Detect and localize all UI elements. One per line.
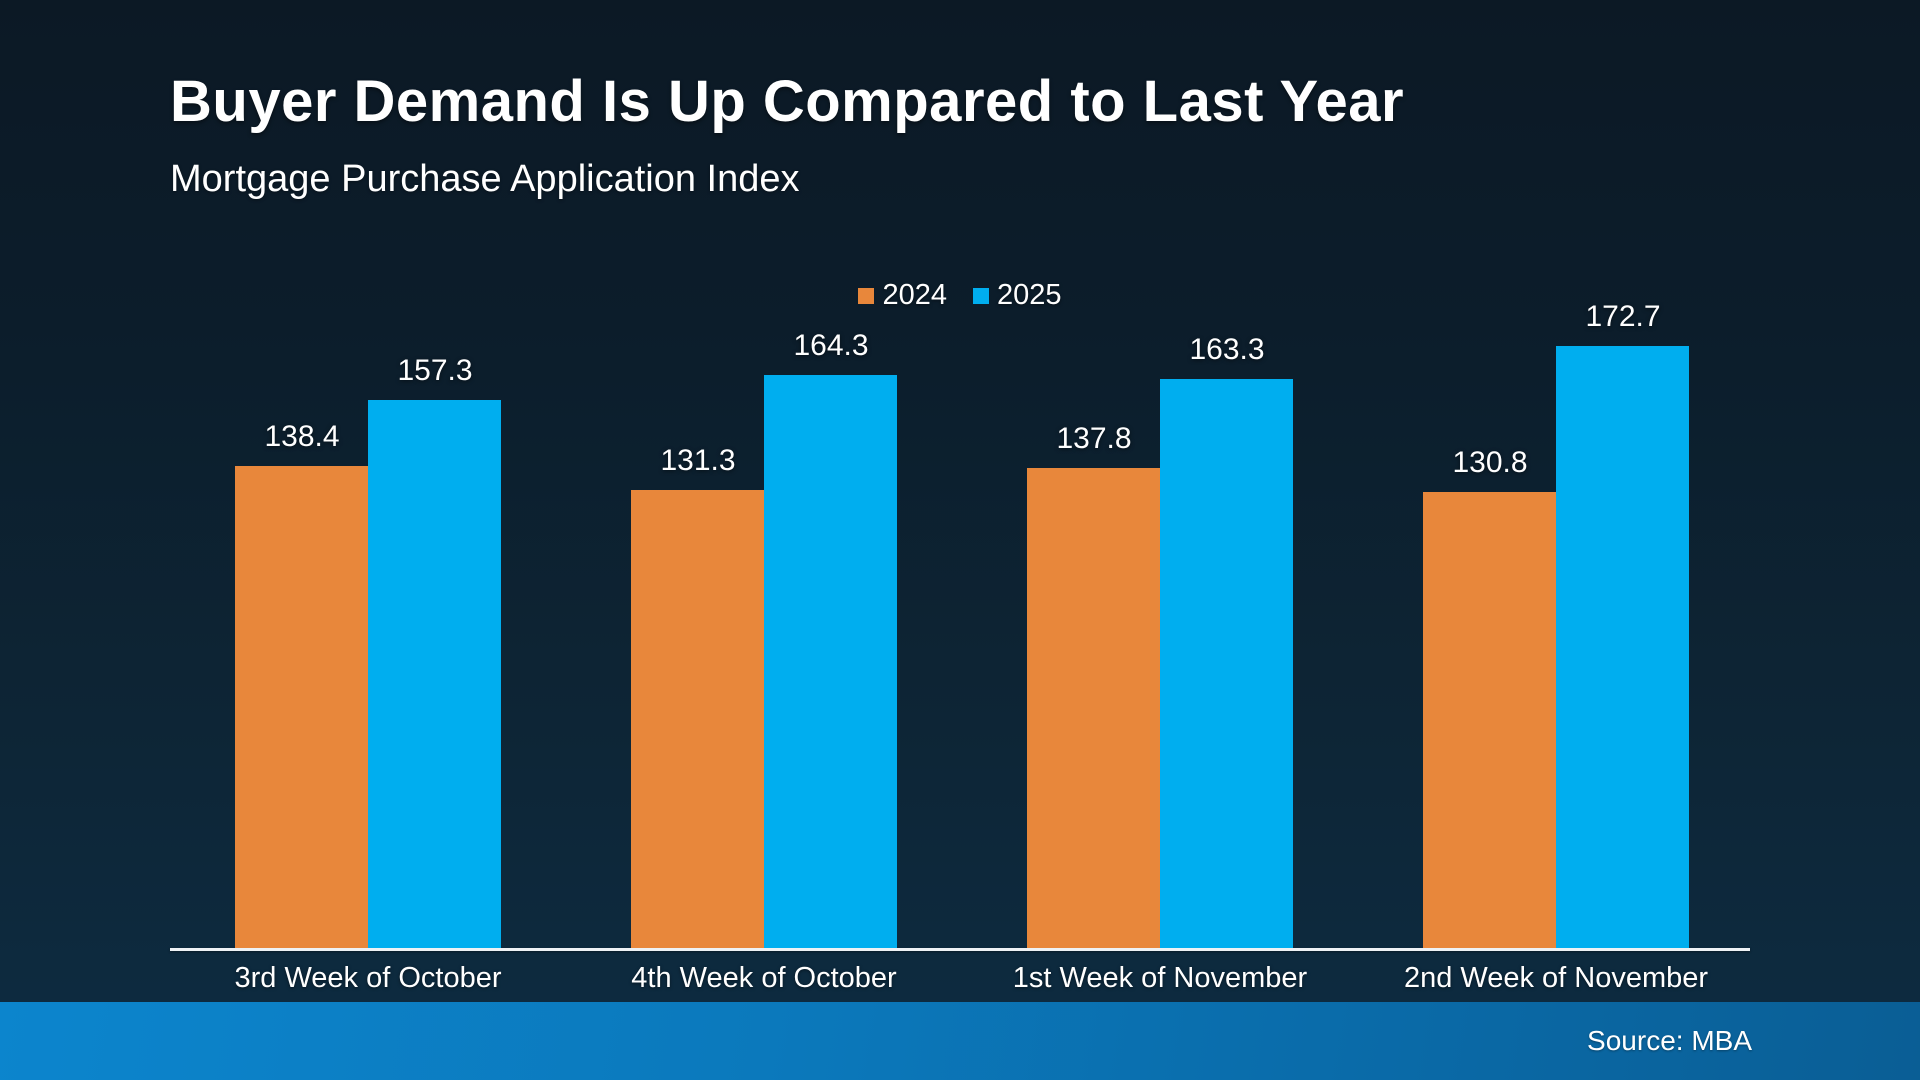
page-subtitle: Mortgage Purchase Application Index [170, 158, 800, 200]
bar-2024-group-4 [1423, 492, 1556, 948]
bar-2025-group-3 [1160, 379, 1293, 948]
bar-value-label: 131.3 [660, 444, 736, 477]
legend-label: 2024 [882, 279, 947, 311]
x-axis-category-label: 4th Week of October [631, 962, 897, 994]
page-title: Buyer Demand Is Up Compared to Last Year [170, 69, 1405, 134]
legend-swatch [858, 287, 875, 304]
source-text: Source: MBA [1587, 1025, 1752, 1056]
bar-2025-group-2 [764, 375, 897, 948]
bar-value-label: 172.7 [1585, 300, 1661, 333]
footer-band: Source: MBA [0, 1002, 1920, 1080]
x-axis-category-label: 3rd Week of October [234, 962, 502, 994]
legend-item-2024: 2024 [858, 279, 947, 312]
legend-label: 2025 [997, 279, 1062, 311]
bar-value-label: 164.3 [793, 329, 869, 362]
bar-2024-group-1 [235, 466, 368, 948]
legend-item-2025: 2025 [973, 279, 1062, 312]
bar-2025-group-4 [1556, 346, 1689, 948]
bar-2025-group-1 [368, 400, 501, 948]
x-axis-category-label: 2nd Week of November [1403, 962, 1709, 994]
bar-2024-group-3 [1027, 468, 1160, 948]
bar-2024-group-2 [631, 490, 764, 948]
chart-legend: 2024 2025 [0, 279, 1920, 312]
x-axis-line [170, 948, 1750, 951]
bar-value-label: 163.3 [1189, 333, 1265, 366]
bar-value-label: 137.8 [1056, 422, 1132, 455]
legend-swatch [973, 287, 989, 304]
bar-value-label: 157.3 [397, 354, 473, 387]
bar-value-label: 138.4 [264, 420, 340, 453]
x-axis-category-label: 1st Week of November [1012, 962, 1308, 994]
bar-value-label: 130.8 [1452, 446, 1528, 479]
